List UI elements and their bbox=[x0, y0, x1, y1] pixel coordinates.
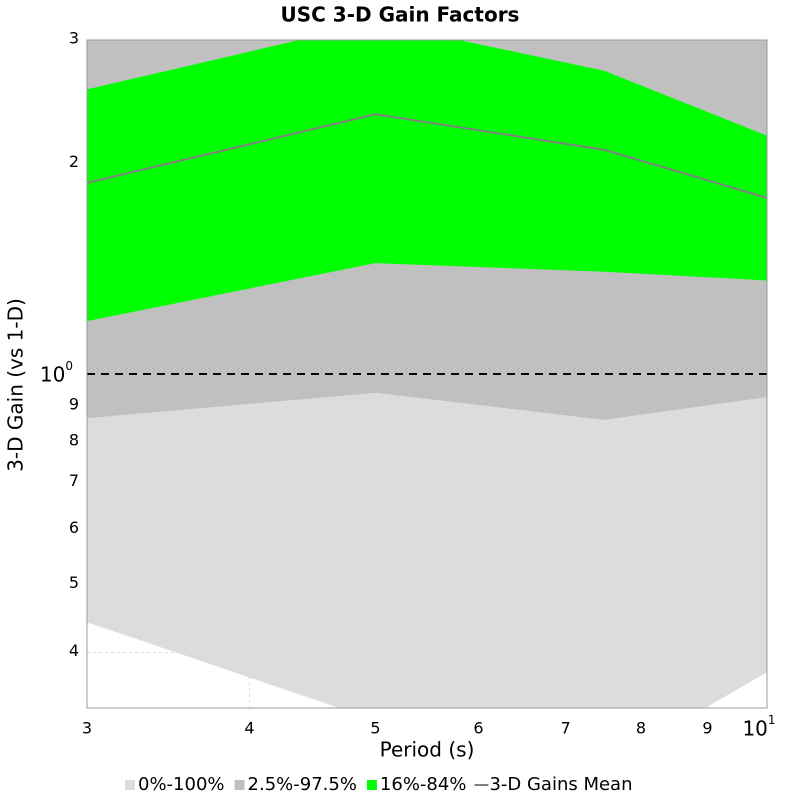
x-tick-label: 8 bbox=[636, 719, 646, 738]
y-tick-label: 6 bbox=[69, 518, 79, 537]
y-axis-label: 3-D Gain (vs 1-D) bbox=[4, 298, 28, 472]
x-tick-label: 9 bbox=[702, 719, 712, 738]
legend-label: 3-D Gains Mean bbox=[489, 774, 632, 795]
y-tick-label: 3 bbox=[69, 29, 79, 48]
y-tick-label: 8 bbox=[69, 430, 79, 449]
plot-area bbox=[87, 40, 767, 708]
legend-label: 0%-100% bbox=[138, 774, 225, 795]
x-axis-label: Period (s) bbox=[380, 738, 475, 762]
y-tick-label: 4 bbox=[69, 641, 79, 660]
y-tick-label: 2 bbox=[69, 152, 79, 171]
x-tick-label: 3 bbox=[82, 719, 92, 738]
x-tick-label: 5 bbox=[370, 719, 380, 738]
y-tick-label: 100 bbox=[40, 358, 73, 386]
legend-label: 2.5%-97.5% bbox=[248, 774, 357, 795]
plot-frame bbox=[86, 39, 768, 709]
x-tick-label: 7 bbox=[560, 719, 570, 738]
legend-swatch bbox=[234, 780, 245, 790]
band-area bbox=[87, 40, 767, 322]
x-tick-label: 101 bbox=[742, 713, 775, 741]
legend-swatch bbox=[366, 780, 377, 790]
y-tick-label: 5 bbox=[69, 573, 79, 592]
x-tick-label: 6 bbox=[473, 719, 483, 738]
y-tick-label: 7 bbox=[69, 471, 79, 490]
mean-line bbox=[87, 113, 767, 199]
legend-swatch bbox=[125, 780, 135, 790]
x-tick-label: 4 bbox=[244, 719, 254, 738]
legend-label: 16%-84% bbox=[380, 774, 467, 795]
chart-title: USC 3-D Gain Factors bbox=[281, 3, 520, 27]
y-tick-label: 9 bbox=[69, 395, 79, 414]
